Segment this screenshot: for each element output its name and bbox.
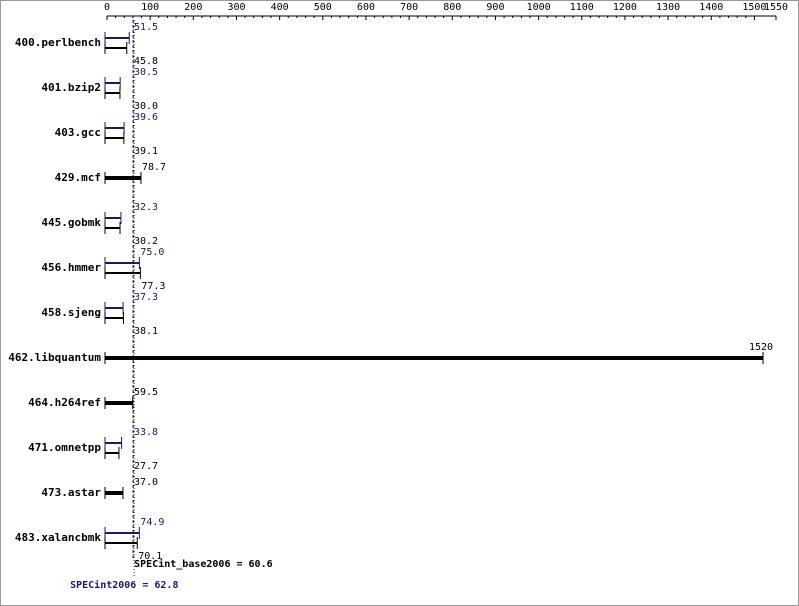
value-label: 1520 bbox=[749, 342, 773, 353]
x-tick-label: 600 bbox=[357, 2, 375, 13]
value-label: 59.5 bbox=[134, 387, 158, 398]
x-tick-label: 1300 bbox=[656, 2, 680, 13]
benchmark-label: 473.astar bbox=[41, 486, 101, 499]
value-label: 33.8 bbox=[134, 427, 158, 438]
value-label: 75.0 bbox=[140, 247, 164, 258]
benchmark-label: 464.h264ref bbox=[28, 396, 101, 409]
benchmark-label: 401.bzip2 bbox=[41, 81, 101, 94]
value-label: 27.7 bbox=[134, 461, 158, 472]
x-tick-label: 900 bbox=[486, 2, 504, 13]
summary-label: SPECint_base2006 = 60.6 bbox=[134, 558, 272, 570]
value-label: 37.3 bbox=[134, 292, 158, 303]
benchmark-label: 403.gcc bbox=[55, 126, 101, 139]
x-tick-label: 100 bbox=[141, 2, 159, 13]
value-label: 45.8 bbox=[134, 56, 158, 67]
x-tick-label: 1000 bbox=[527, 2, 551, 13]
x-tick-label: 700 bbox=[400, 2, 418, 13]
benchmark-label: 483.xalancbmk bbox=[15, 531, 101, 544]
benchmark-label: 462.libquantum bbox=[8, 351, 101, 364]
benchmark-label: 458.sjeng bbox=[41, 306, 101, 319]
benchmark-label: 400.perlbench bbox=[15, 36, 101, 49]
value-label: 78.7 bbox=[142, 162, 166, 173]
value-label: 51.5 bbox=[134, 22, 158, 33]
x-tick-label: 0 bbox=[104, 2, 110, 13]
value-label: 39.1 bbox=[134, 146, 158, 157]
benchmark-label: 429.mcf bbox=[55, 171, 101, 184]
value-label: 37.0 bbox=[134, 477, 158, 488]
x-tick-label: 800 bbox=[443, 2, 461, 13]
benchmark-label: 456.hmmer bbox=[41, 261, 101, 274]
x-tick-label: 1500 bbox=[742, 2, 766, 13]
value-label: 77.3 bbox=[141, 281, 165, 292]
value-label: 70.1 bbox=[138, 551, 162, 562]
x-tick-label: 500 bbox=[314, 2, 332, 13]
value-label: 30.5 bbox=[134, 67, 158, 78]
x-tick-label: 300 bbox=[227, 2, 245, 13]
x-tick-label: 1400 bbox=[699, 2, 723, 13]
value-label: 30.0 bbox=[134, 101, 158, 112]
summary-label: SPECint2006 = 62.8 bbox=[70, 579, 178, 591]
value-label: 74.9 bbox=[140, 517, 164, 528]
value-label: 39.6 bbox=[134, 112, 158, 123]
benchmark-label: 471.omnetpp bbox=[28, 441, 101, 454]
x-tick-label: 1100 bbox=[570, 2, 594, 13]
x-tick-label: 1550 bbox=[764, 2, 788, 13]
x-tick-label: 200 bbox=[184, 2, 202, 13]
benchmark-label: 445.gobmk bbox=[41, 216, 101, 229]
x-tick-label: 400 bbox=[271, 2, 289, 13]
x-tick-label: 1200 bbox=[613, 2, 637, 13]
value-label: 38.1 bbox=[134, 326, 158, 337]
value-label: 32.3 bbox=[134, 202, 158, 213]
value-label: 30.2 bbox=[134, 236, 158, 247]
